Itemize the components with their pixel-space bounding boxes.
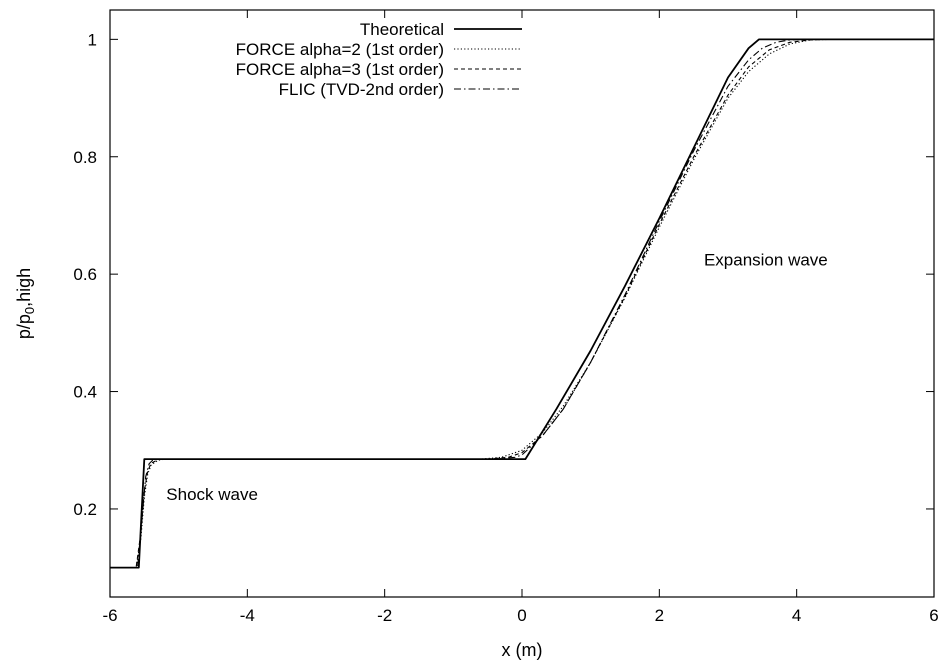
series-line-4 xyxy=(110,38,934,569)
annotation-label: Expansion wave xyxy=(704,250,828,269)
annotations: Expansion wave Shock wave xyxy=(166,250,827,504)
legend-label-4: FLIC (TVD-2nd order) xyxy=(279,80,444,99)
y-axis-label-subscript: 0 xyxy=(22,307,37,314)
legend-label-3: FORCE alpha=3 (1st order) xyxy=(236,60,444,79)
series-line-1 xyxy=(110,38,934,569)
x-tick-label: 4 xyxy=(792,606,801,625)
y-axis-label-suffix: ,high xyxy=(14,268,34,307)
series-line-2 xyxy=(110,38,934,569)
y-tick-label: 0.6 xyxy=(73,265,97,284)
x-tick-label: -4 xyxy=(240,606,255,625)
x-tick-label: -6 xyxy=(102,606,117,625)
y-tick-label: 0.8 xyxy=(73,148,97,167)
x-tick-label: 0 xyxy=(517,606,526,625)
legend-label-2: FORCE alpha=2 (1st order) xyxy=(236,40,444,59)
x-tick-label: 2 xyxy=(655,606,664,625)
y-axis-label-main: p/p xyxy=(14,314,34,339)
legend-label-1: Theoretical xyxy=(360,20,444,39)
y-tick-label: 0.4 xyxy=(73,383,97,402)
annotation-label: Shock wave xyxy=(166,485,258,504)
series-layer xyxy=(110,38,934,569)
y-tick-label: 0.2 xyxy=(73,500,97,519)
x-tick-label: -2 xyxy=(377,606,392,625)
y-tick-label: 1 xyxy=(88,30,97,49)
ticks-layer: -6 -4 -2 0 2 4 6 0.2 0.4 0.6 0.8 1 xyxy=(73,10,939,625)
plot-frame xyxy=(109,9,935,598)
x-axis-label: x (m) xyxy=(502,640,543,660)
y-axis-label: p/p0,high xyxy=(14,268,37,339)
x-tick-label: 6 xyxy=(929,606,938,625)
